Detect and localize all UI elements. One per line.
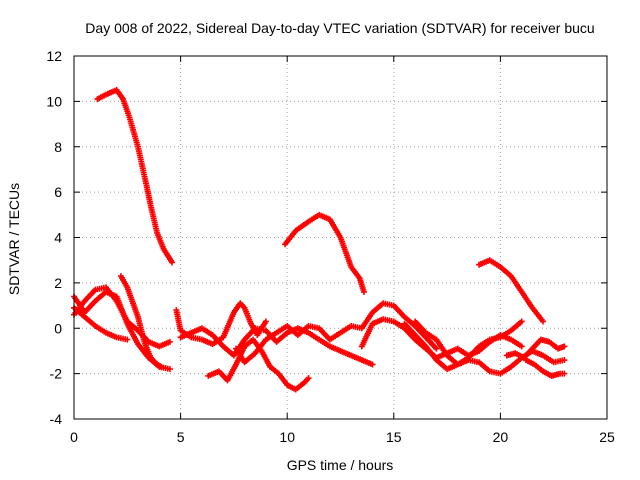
y-tick-label: 4	[54, 230, 62, 246]
y-tick-label: 6	[54, 184, 62, 200]
x-tick-label: 0	[70, 429, 78, 445]
y-tick-label: -4	[50, 411, 63, 427]
y-tick-label: 8	[54, 139, 62, 155]
x-tick-label: 10	[279, 429, 295, 445]
y-tick-label: 0	[54, 320, 62, 336]
x-tick-label: 5	[177, 429, 185, 445]
data-point	[561, 370, 568, 377]
y-axis-label: SDTVAR / TECUs	[6, 183, 22, 295]
data-point	[518, 343, 525, 350]
y-tick-label: 2	[54, 275, 62, 291]
x-tick-label: 15	[386, 429, 402, 445]
series-arc-7	[117, 273, 165, 370]
series-arc-2	[282, 211, 367, 295]
x-tick-label: 25	[599, 429, 615, 445]
y-tick-label: 12	[46, 48, 62, 64]
data-point	[433, 345, 440, 352]
series-arc-10	[205, 336, 312, 393]
series-arc-1	[94, 87, 176, 266]
series-arc-15	[503, 336, 568, 361]
y-tick-label: 10	[46, 93, 62, 109]
data-point	[540, 318, 547, 325]
series-arc-16	[522, 357, 568, 379]
series-arc-3	[476, 257, 547, 325]
x-axis-label: GPS time / hours	[287, 457, 394, 473]
y-tick-label: -2	[50, 366, 63, 382]
data-point	[124, 336, 131, 343]
data-point	[518, 318, 525, 325]
data-point	[305, 375, 312, 382]
data-point	[166, 338, 173, 345]
x-tick-label: 20	[493, 429, 509, 445]
data-point	[158, 363, 165, 370]
data-point	[561, 357, 568, 364]
series-arc-6	[71, 304, 131, 343]
series-arc-14	[412, 318, 525, 368]
data-point	[369, 361, 376, 368]
data-points	[71, 87, 568, 393]
data-point	[360, 288, 367, 295]
axis-ticks	[73, 55, 608, 420]
series-arc-8	[173, 300, 269, 348]
chart-title: Day 008 of 2022, Sidereal Day-to-day VTE…	[85, 20, 594, 36]
y-tick-labels: -4 -2 0 2 4 6 8 10 12	[46, 48, 62, 427]
data-point	[262, 318, 269, 325]
data-point	[561, 343, 568, 350]
data-point	[166, 366, 173, 373]
x-tick-labels: 0 5 10 15 20 25	[70, 429, 615, 445]
data-point	[169, 259, 176, 266]
